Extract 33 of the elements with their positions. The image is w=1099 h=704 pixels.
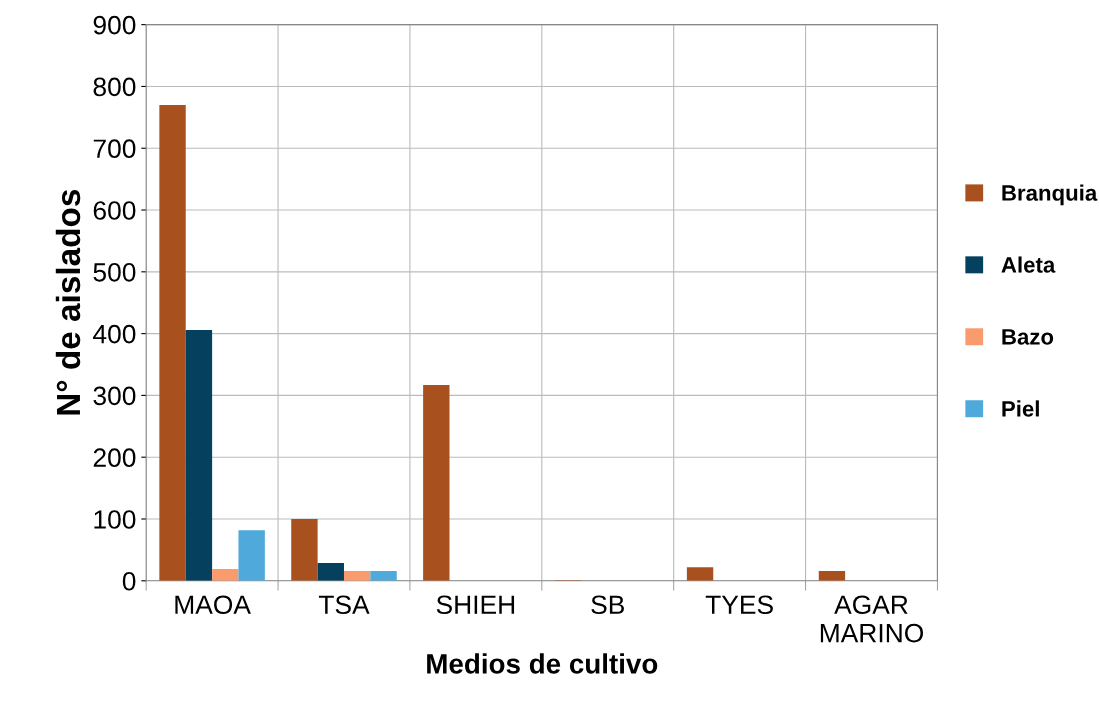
x-tick-label: MAOA xyxy=(175,595,251,615)
y-axis-title: N° de aislados xyxy=(55,189,81,415)
bar xyxy=(291,519,318,581)
bar xyxy=(370,570,397,581)
y-tick-label: 400 xyxy=(93,324,136,344)
bar xyxy=(686,567,714,581)
y-tick-label: 0 xyxy=(122,571,136,591)
bar xyxy=(343,570,371,581)
legend-label: Aleta xyxy=(1001,256,1056,273)
x-tick-label: SHIEH xyxy=(436,595,515,615)
y-tick-label: 200 xyxy=(93,448,136,468)
legend-label: Piel xyxy=(1002,400,1039,417)
bar xyxy=(185,329,213,581)
bar xyxy=(238,530,265,581)
x-tick-label: TYES xyxy=(705,595,773,615)
y-tick-label: 900 xyxy=(93,15,136,35)
bar xyxy=(818,570,846,581)
bar xyxy=(317,562,344,581)
y-tick-label: 500 xyxy=(93,262,136,282)
y-tick-label: 700 xyxy=(93,139,136,159)
legend-label: Bazo xyxy=(1002,329,1054,345)
x-tick-label: AGAR MARINO xyxy=(820,595,924,643)
y-tick-label: 100 xyxy=(94,510,136,529)
bar xyxy=(212,569,239,581)
bar xyxy=(423,384,450,581)
x-tick-label: TSA xyxy=(318,595,370,615)
y-tick-label: 300 xyxy=(93,386,136,406)
y-tick-label: 600 xyxy=(93,201,136,220)
y-tick-label: 800 xyxy=(93,77,136,97)
bar xyxy=(159,104,186,581)
legend-label: Branquia xyxy=(1002,184,1098,206)
x-tick-label: SB xyxy=(591,595,624,615)
x-axis-title: Medios de cultivo xyxy=(427,653,658,674)
